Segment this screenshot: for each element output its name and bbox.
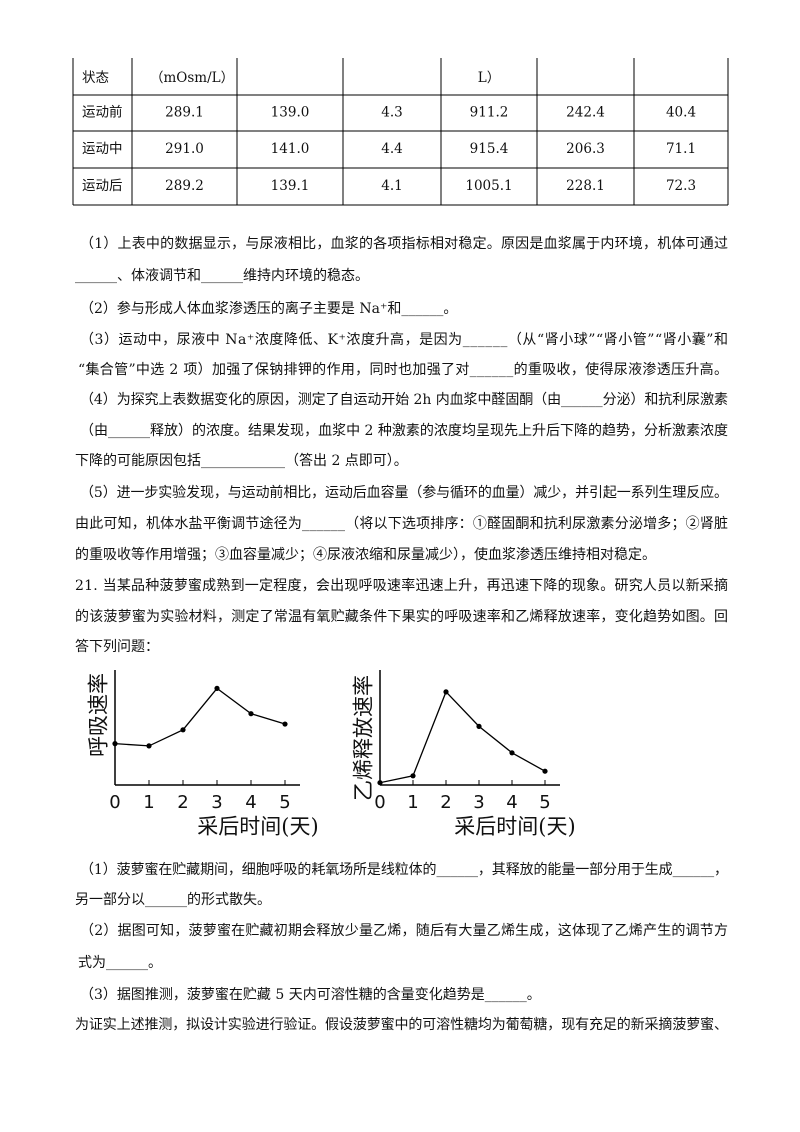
table-cell: 4.4	[381, 141, 402, 157]
table-cell: 71.1	[666, 141, 696, 157]
table-cell: 915.4	[470, 141, 509, 157]
data-point	[509, 750, 515, 756]
paragraph-line: （2）据图可知，菠萝蜜在贮藏初期会释放少量乙烯，随后有大量乙烯生成，这体现了乙烯…	[80, 922, 728, 939]
paragraph-line: 另一部分以______的形式散失。	[75, 892, 271, 908]
paragraph-line: （3）据图推测，菠萝蜜在贮藏 5 天内可溶性糖的含量变化趋势是______。	[80, 987, 541, 1003]
table-cell: 1005.1	[465, 178, 512, 194]
paragraph-line: （3）运动中，尿液中 Na⁺浓度降低、K⁺浓度升高，是因为______（从“肾小…	[80, 331, 728, 348]
data-point	[542, 768, 548, 774]
x-tick-label: 2	[177, 792, 188, 813]
table-cell: 139.1	[271, 178, 310, 194]
table-cell: （mOsm/L）	[150, 70, 234, 86]
table-cell: 228.1	[566, 178, 605, 194]
x-tick-label: 1	[407, 792, 418, 813]
x-tick-label: 0	[109, 792, 120, 813]
x-tick-label: 3	[211, 792, 222, 813]
paragraph-line: 式为______。	[78, 955, 162, 971]
table-cell: 运动中	[82, 141, 123, 157]
x-tick-label: 5	[539, 792, 550, 813]
table-cell: L）	[478, 70, 500, 86]
data-point	[112, 741, 118, 747]
paragraph-line: （2）参与形成人体血浆渗透压的离子主要是 Na⁺和______。	[80, 300, 457, 317]
data-point	[180, 727, 186, 733]
data-line	[114, 687, 286, 747]
x-tick-label: 2	[440, 792, 451, 813]
paragraph-line: 答下列问题：	[75, 638, 159, 655]
x-axis-label: 采后时间(天)	[197, 815, 318, 839]
paragraph-line: 为证实上述推测，拟设计实验进行验证。假设菠萝蜜中的可溶性糖均为葡萄糖，现有充足的…	[75, 1016, 728, 1033]
data-line	[379, 690, 546, 784]
table-cell: 40.4	[666, 105, 696, 121]
table-cell: 139.0	[271, 105, 310, 121]
paragraph-line: （4）为探究上表数据变化的原因，测定了自运动开始 2h 内血浆中醛固酮（由___…	[80, 391, 728, 408]
data-point	[476, 723, 482, 729]
table-cell: 291.0	[165, 141, 204, 157]
paragraph-line: （1）上表中的数据显示，与尿液相比，血浆的各项指标相对稳定。原因是血浆属于内环境…	[80, 236, 728, 252]
paragraph-line: “集合管”中选 2 项）加强了保钠排钾的作用，同时也加强了对______的重吸收…	[78, 361, 728, 378]
x-tick-label: 5	[279, 792, 290, 813]
data-point	[146, 743, 152, 749]
data-point	[214, 685, 220, 692]
table-cell: 206.3	[566, 141, 605, 157]
x-tick-label: 3	[473, 792, 484, 813]
x-tick-label: 0	[374, 792, 385, 813]
paragraph-line: （由______释放）的浓度。结果发现，血浆中 2 种激素的浓度均呈现先上升后下…	[80, 422, 728, 439]
data-point	[443, 689, 449, 695]
paragraph-line: （1）菠萝蜜在贮藏期间，细胞呼吸的耗氧场所是线粒体的______，其释放的能量一…	[80, 862, 728, 878]
table-cell: 141.0	[271, 141, 310, 157]
table-cell: 242.4	[566, 105, 605, 121]
data-point	[248, 711, 254, 717]
y-axis-label: 呼吸速率	[87, 673, 111, 757]
table: 状态 （mOsm/L） L） 运动前 289.1 139.0 4.3 911.2 242.4 40…	[72, 58, 729, 206]
table-cell: 289.1	[165, 105, 204, 121]
paragraph-line: 21. 当某品种菠萝蜜成熟到一定程度，会出现呼吸速率迅速上升，再迅速下降的现象。…	[75, 577, 728, 594]
x-tick-label: 4	[506, 792, 517, 813]
data-point	[377, 780, 383, 786]
paragraph-line: 由此可知，机体水盐平衡调节途径为______（将以下选项排序：①醛固酮和抗利尿激…	[75, 515, 728, 532]
data-point	[282, 721, 288, 727]
table-cell: 运动前	[82, 104, 123, 121]
x-tick-label: 4	[245, 792, 256, 813]
table-cell: 4.3	[381, 105, 402, 121]
table-cell: 289.2	[165, 178, 204, 194]
table-cell: 运动后	[82, 178, 123, 194]
paragraph-line: 下降的可能原因包括____________（答出 2 点即可）。	[75, 452, 408, 469]
paragraph-line: ______、体液调节和______维持内环境的稳态。	[75, 268, 369, 284]
paragraph-line: 的重吸收等作用增强；③血容量减少；④尿液浓缩和尿量减少），使血浆渗透压维持相对稳…	[75, 546, 656, 563]
x-axis-label: 采后时间(天)	[454, 815, 575, 839]
table-cell: 状态	[82, 70, 109, 86]
y-axis-label: 乙烯释放速率	[352, 675, 376, 801]
data-point	[410, 773, 416, 779]
paragraph-line: （5）进一步实验发现，与运动前相比，运动后血容量（参与循环的血量）减少，并引起一…	[80, 484, 728, 501]
x-tick-label: 1	[143, 792, 154, 813]
paragraph-line: 的该菠萝蜜为实验材料，测定了常温有氧贮藏条件下果实的呼吸速率和乙烯释放速率，变化…	[75, 608, 728, 625]
table-cell: 911.2	[470, 105, 509, 121]
table-cell: 4.1	[381, 178, 402, 194]
table-cell: 72.3	[666, 178, 696, 194]
